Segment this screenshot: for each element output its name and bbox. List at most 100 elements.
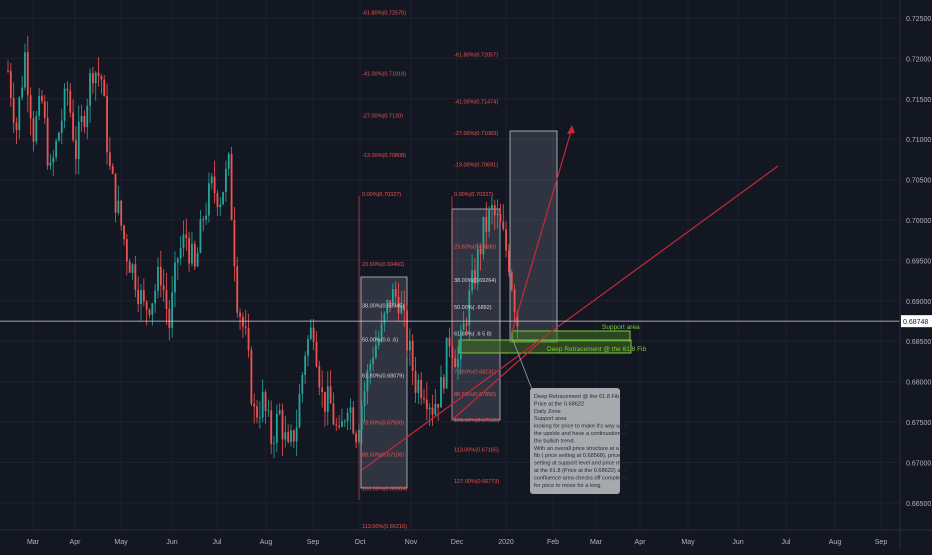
fib-level-label-right: -61.80%(0.72057)	[454, 52, 498, 58]
candle-body	[505, 229, 507, 251]
note-line: the upside and have a continuation of	[534, 431, 627, 437]
last-price-tag	[901, 315, 932, 328]
candle-body	[369, 363, 372, 371]
fib-level-label-left: 100.00%(0.66684)	[362, 486, 407, 492]
candle-body	[329, 386, 332, 404]
candle-body	[287, 432, 290, 442]
candle-body	[406, 310, 408, 351]
candle-body	[60, 120, 63, 133]
candle-body	[380, 323, 383, 339]
candle-body	[131, 264, 134, 273]
candle-body	[397, 296, 400, 314]
candle-body	[154, 290, 157, 304]
fib-box-right	[451, 208, 501, 421]
time-tick-label: Jul	[782, 539, 791, 546]
price-tick-label: 0.71500	[906, 97, 931, 104]
candle-body	[216, 193, 219, 208]
candle-body	[440, 377, 442, 408]
candle-body	[247, 328, 250, 351]
time-axis[interactable]: Mar Apr May Jun Jul Aug Sep Oct Nov Dec 2020 Feb Mar…	[0, 529, 932, 546]
candle-body	[324, 391, 326, 412]
candle-body	[12, 98, 15, 123]
candle-body	[510, 272, 513, 290]
grid-lines	[0, 0, 900, 530]
candle-body	[499, 214, 502, 222]
candle-body	[117, 200, 120, 213]
candle-body	[502, 221, 505, 230]
candle-body	[491, 205, 493, 210]
candle-body	[58, 132, 60, 141]
price-tick-label: 0.69000	[906, 299, 931, 306]
analysis-note[interactable]: Deep Retracement @ the 61.8 Fib -Price a…	[512, 339, 630, 494]
candle-body	[482, 216, 485, 255]
time-tick-label: Aug	[829, 539, 842, 546]
price-tick-label: 0.68500	[906, 339, 931, 346]
candle-body	[352, 407, 355, 434]
price-tick-label: 0.71000	[906, 137, 931, 144]
candle-body	[168, 308, 171, 328]
candle-body	[114, 173, 117, 213]
fib-level-label-right: 0.00%(0.70327)	[454, 192, 493, 198]
trend-lines	[361, 125, 779, 471]
note-box[interactable]	[530, 388, 620, 494]
candle-body	[471, 270, 474, 291]
candle-body	[26, 52, 29, 96]
fib-level-label-right: 78.60%(0.68131)	[454, 370, 496, 376]
time-tick-label: Dec	[451, 539, 464, 546]
fib-level-label-left: 50.00%(0.6 .6)	[362, 337, 398, 343]
candle-body	[157, 266, 159, 291]
price-tick-label: 0.72500	[906, 16, 931, 23]
candle-body	[338, 425, 341, 427]
candle-body	[24, 52, 26, 88]
note-line: the bullish trend.	[534, 438, 575, 444]
price-axis[interactable]: 0.72500 0.72000 0.71500 0.71000 0.70500 0.700…	[899, 0, 931, 550]
fib-level-label-left: 0.00%(0.70327)	[362, 192, 401, 198]
candle-body	[100, 76, 103, 80]
support-area-label: Support area	[602, 324, 640, 331]
note-line: at the 61.8 (Price at the 0.68622) at a	[534, 468, 628, 474]
candle-body	[222, 192, 224, 205]
price-tick-label: 0.70000	[906, 218, 931, 225]
candle-body	[278, 410, 281, 414]
candle-body	[230, 153, 233, 220]
candle-body	[292, 430, 295, 442]
candle-body	[414, 371, 417, 393]
note-line: setting at support level and price move	[534, 461, 630, 467]
candle-body	[233, 219, 236, 267]
candle-body	[459, 329, 462, 360]
fib-level-label-left: -13.00%(0.70808)	[362, 153, 406, 159]
fib-level-label-left: 38.00%(0.68945)	[362, 304, 404, 310]
candle-body	[394, 289, 397, 297]
candle-body	[420, 379, 423, 399]
fib-level-label-left: 78.60%(0.67500)	[362, 421, 404, 427]
candle-body	[29, 95, 32, 119]
candle-body	[372, 357, 374, 364]
fib-level-label-right: 23.60%(0.69680)	[454, 244, 496, 250]
candle-body	[417, 379, 420, 393]
note-connector	[512, 339, 534, 393]
price-tick-label: 0.72000	[906, 56, 931, 63]
price-tick-label: 0.67000	[906, 460, 931, 467]
candle-body	[273, 442, 275, 444]
candle-body	[253, 403, 256, 407]
candle-body	[49, 162, 52, 166]
candle-body	[341, 421, 343, 427]
candle-body	[445, 337, 448, 389]
candle-body	[465, 323, 468, 326]
candle-body	[428, 407, 431, 410]
time-tick-label: Mar	[27, 539, 40, 546]
deep-retracement-zone	[458, 339, 632, 354]
fib-level-label-right: 88.60%(0.67850)	[454, 392, 496, 398]
time-tick-label: Oct	[355, 539, 366, 546]
candle-body	[63, 88, 66, 121]
candle-body	[386, 300, 389, 314]
candle-body	[15, 122, 18, 131]
note-line: Price at the 0.68622	[534, 401, 584, 407]
time-tick-label: May	[114, 539, 128, 546]
fib-zone-boxes	[360, 130, 558, 489]
time-tick-label: Jun	[732, 539, 743, 546]
candle-body	[332, 403, 335, 425]
note-line: confluence area checks off completely	[534, 475, 629, 481]
